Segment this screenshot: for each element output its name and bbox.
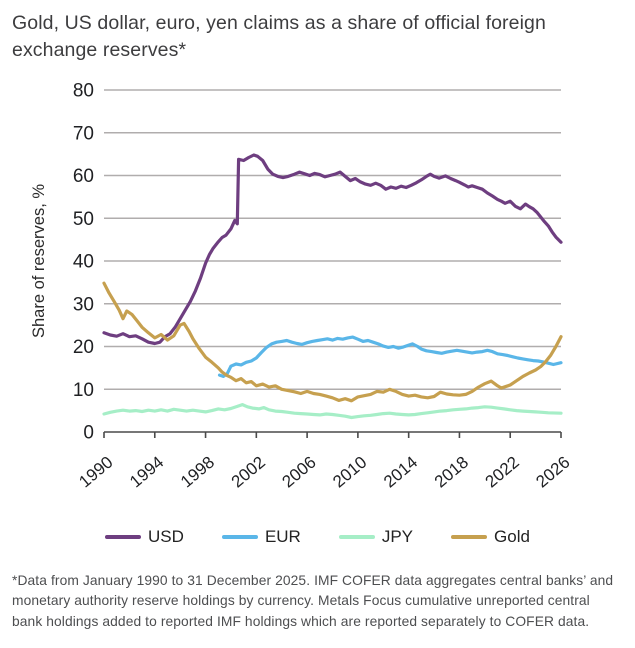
legend-swatch-jpy: [338, 534, 375, 539]
legend-swatch-eur: [221, 534, 258, 539]
legend-swatch-usd: [105, 534, 142, 539]
legend-item-eur: EUR: [221, 526, 301, 547]
y-tick-label: 30: [73, 294, 94, 315]
x-tick-label: 2002: [228, 452, 269, 491]
y-tick-label: 0: [83, 422, 94, 443]
x-tick-label: 2026: [532, 452, 573, 491]
x-tick-label: 2022: [482, 452, 523, 491]
x-tick-label: 1994: [126, 452, 167, 491]
y-tick-label: 60: [73, 166, 94, 187]
legend-swatch-gold: [451, 534, 488, 539]
y-tick-label: 80: [73, 80, 94, 101]
footnote: *Data from January 1990 to 31 December 2…: [12, 572, 614, 629]
chart-title: Gold, US dollar, euro, yen claims as a s…: [12, 12, 546, 61]
x-tick-label: 1998: [177, 452, 218, 491]
y-axis-label: Share of reserves, %: [30, 183, 48, 337]
chart-legend: USD EUR JPY Gold: [0, 519, 635, 555]
x-tick-label: 1990: [75, 452, 116, 491]
x-tick-label: 2018: [431, 452, 472, 491]
series-line-gold: [102, 281, 563, 403]
legend-item-gold: Gold: [451, 527, 530, 547]
legend-label-jpy: JPY: [381, 526, 414, 546]
y-tick-label: 70: [73, 123, 94, 144]
y-tick-label: 20: [73, 337, 94, 358]
y-tick-label: 50: [73, 209, 94, 230]
legend-label-gold: Gold: [494, 526, 530, 546]
y-tick-label: 10: [73, 380, 94, 401]
legend-label-eur: EUR: [264, 526, 301, 546]
series-line-jpy: [102, 402, 563, 419]
legend-item-jpy: JPY: [338, 526, 414, 547]
chart-canvas: 0 10 20 30 40 50 60 70 80 1990 1994 1998 2002 2006 201…: [30, 80, 574, 491]
legend-label-usd: USD: [148, 526, 184, 546]
series-line-usd: [102, 153, 563, 345]
y-tick-label: 40: [73, 251, 94, 272]
series-line-eur: [217, 335, 563, 378]
chart-area: 0 10 20 30 40 50 60 70 80 1990 1994 1998 2002 2006 201…: [0, 66, 635, 517]
x-tick-label: 2006: [278, 452, 319, 491]
legend-item-usd: USD: [105, 527, 184, 547]
x-tick-label: 2010: [329, 452, 370, 491]
x-tick-label: 2014: [380, 452, 421, 491]
